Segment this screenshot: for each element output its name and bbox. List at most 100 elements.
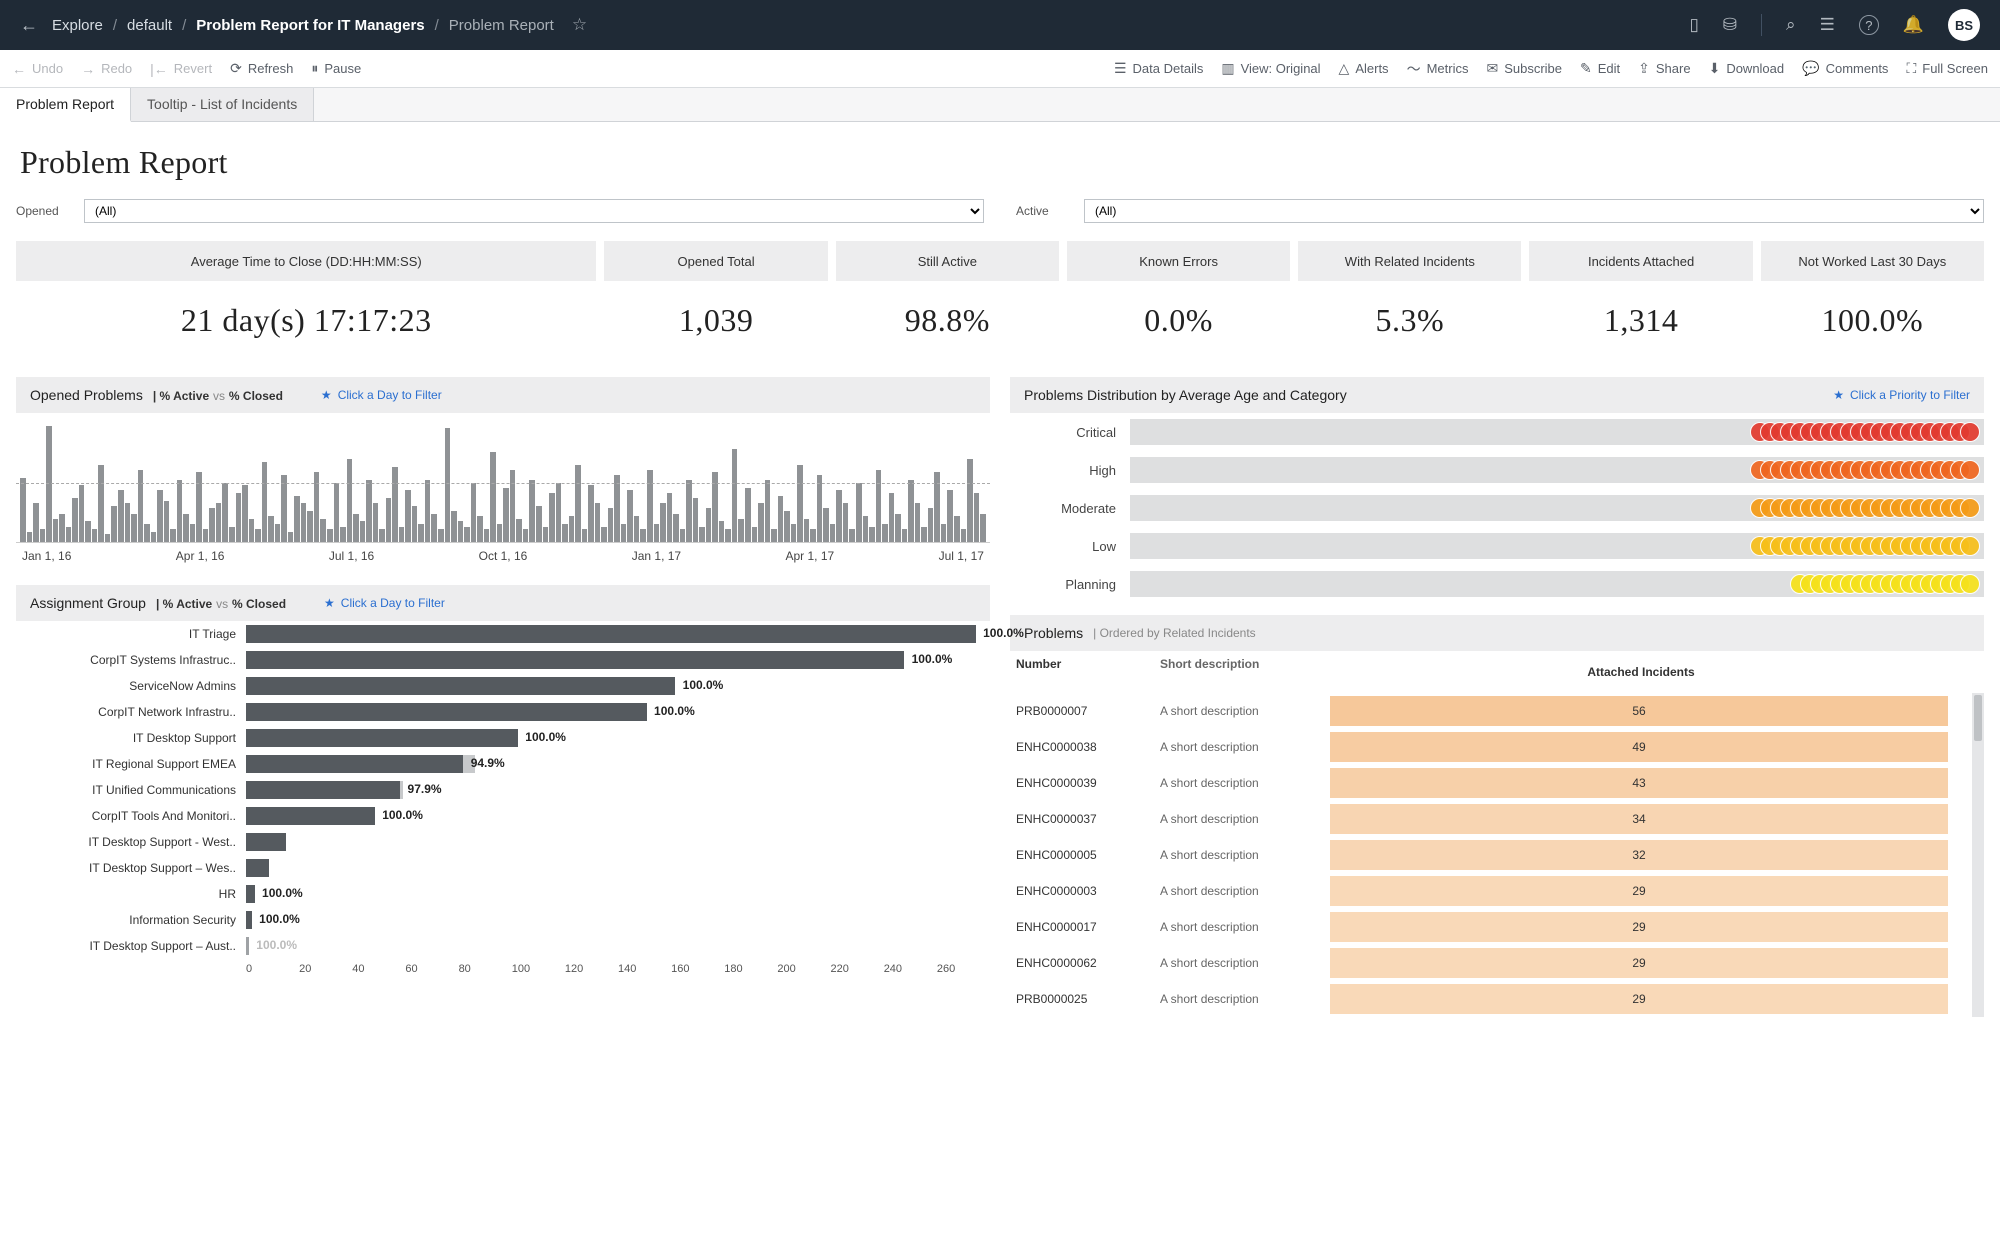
- timeline-bar[interactable]: [856, 483, 862, 542]
- timeline-bar[interactable]: [262, 462, 268, 542]
- timeline-bar[interactable]: [464, 527, 470, 542]
- timeline-bar[interactable]: [889, 493, 895, 542]
- col-attached-incidents[interactable]: Attached Incidents: [1330, 657, 1952, 687]
- assign-row[interactable]: IT Unified Communications 97.9%: [16, 777, 990, 803]
- timeline-bar[interactable]: [294, 496, 300, 542]
- toolbar-data-details[interactable]: ☰Data Details: [1114, 60, 1203, 77]
- kpi-card[interactable]: Opened Total1,039: [604, 241, 827, 359]
- timeline-bar[interactable]: [20, 478, 26, 543]
- timeline-bar[interactable]: [974, 493, 980, 542]
- timeline-bar[interactable]: [660, 503, 666, 542]
- dist-row-high[interactable]: High: [1010, 451, 1984, 489]
- timeline-bar[interactable]: [686, 480, 692, 542]
- timeline-bar[interactable]: [947, 490, 953, 542]
- timeline-bar[interactable]: [105, 534, 111, 542]
- toolbar-revert[interactable]: |←Revert: [150, 61, 212, 77]
- timeline-bar[interactable]: [157, 490, 163, 542]
- timeline-bar[interactable]: [386, 498, 392, 542]
- dist-row-planning[interactable]: Planning: [1010, 565, 1984, 603]
- timeline-bar[interactable]: [562, 524, 568, 542]
- toolbar-download[interactable]: ⬇Download: [1709, 60, 1785, 77]
- timeline-bar[interactable]: [771, 529, 777, 542]
- timeline-bar[interactable]: [59, 514, 65, 542]
- table-row[interactable]: ENHC0000038 A short description 49: [1010, 729, 1968, 765]
- timeline-bar[interactable]: [810, 529, 816, 542]
- assign-row[interactable]: CorpIT Systems Infrastruc.. 100.0%: [16, 647, 990, 673]
- toolbar-redo[interactable]: →Redo: [81, 61, 132, 77]
- timeline-bar[interactable]: [693, 498, 699, 542]
- timeline-bar[interactable]: [523, 529, 529, 542]
- timeline-bar[interactable]: [954, 516, 960, 542]
- help-icon[interactable]: ?: [1859, 15, 1879, 35]
- timeline-bar[interactable]: [680, 529, 686, 542]
- dist-row-low[interactable]: Low: [1010, 527, 1984, 565]
- distribution-chart[interactable]: CriticalHighModerateLowPlanning: [1010, 413, 1984, 603]
- assignment-group-hint[interactable]: ★Click a Day to Filter: [324, 596, 445, 610]
- timeline-bar[interactable]: [575, 465, 581, 542]
- timeline-bar[interactable]: [118, 490, 124, 542]
- timeline-bar[interactable]: [40, 529, 46, 542]
- timeline-bar[interactable]: [183, 514, 189, 542]
- timeline-bar[interactable]: [125, 503, 131, 542]
- timeline-bar[interactable]: [138, 470, 144, 542]
- timeline-bar[interactable]: [529, 480, 535, 542]
- assign-row[interactable]: IT Desktop Support 100.0%: [16, 725, 990, 751]
- timeline-bar[interactable]: [876, 470, 882, 542]
- timeline-bar[interactable]: [425, 480, 431, 542]
- kpi-card[interactable]: Not Worked Last 30 Days100.0%: [1761, 241, 1984, 359]
- timeline-bar[interactable]: [242, 485, 248, 542]
- kpi-card[interactable]: Average Time to Close (DD:HH:MM:SS)21 da…: [16, 241, 596, 359]
- toolbar-undo[interactable]: ←Undo: [12, 61, 63, 77]
- timeline-bar[interactable]: [307, 511, 313, 542]
- timeline-bar[interactable]: [667, 493, 673, 542]
- timeline-bar[interactable]: [921, 527, 927, 542]
- timeline-bar[interactable]: [249, 519, 255, 542]
- toolbar-metrics[interactable]: 〜Metrics: [1407, 59, 1469, 79]
- timeline-bar[interactable]: [281, 475, 287, 542]
- timeline-bar[interactable]: [510, 470, 516, 542]
- timeline-bar[interactable]: [621, 524, 627, 542]
- timeline-bar[interactable]: [379, 529, 385, 542]
- timeline-bar[interactable]: [654, 524, 660, 542]
- assignment-group-chart[interactable]: IT Triage 100.0% CorpIT Systems Infrastr…: [16, 621, 990, 959]
- timeline-bar[interactable]: [438, 529, 444, 542]
- timeline-bar[interactable]: [151, 532, 157, 542]
- assign-row[interactable]: IT Triage 100.0%: [16, 621, 990, 647]
- timeline-bar[interactable]: [595, 503, 601, 542]
- timeline-bar[interactable]: [556, 483, 562, 542]
- table-row[interactable]: ENHC0000037 A short description 34: [1010, 801, 1968, 837]
- timeline-bar[interactable]: [33, 503, 39, 542]
- timeline-bar[interactable]: [405, 490, 411, 542]
- timeline-bar[interactable]: [471, 483, 477, 542]
- timeline-bar[interactable]: [490, 452, 496, 542]
- timeline-bar[interactable]: [340, 527, 346, 542]
- timeline-bar[interactable]: [778, 496, 784, 542]
- filter-opened-select[interactable]: (All): [84, 199, 984, 223]
- timeline-bar[interactable]: [177, 480, 183, 542]
- timeline-bar[interactable]: [222, 483, 228, 542]
- dist-row-moderate[interactable]: Moderate: [1010, 489, 1984, 527]
- timeline-bar[interactable]: [216, 503, 222, 542]
- timeline-bar[interactable]: [203, 529, 209, 542]
- table-row[interactable]: PRB0000025 A short description 29: [1010, 981, 1968, 1017]
- timeline-bar[interactable]: [869, 527, 875, 542]
- table-row[interactable]: PRB0000007 A short description 56: [1010, 693, 1968, 729]
- crumb-default[interactable]: default: [127, 17, 172, 34]
- crumb-workbook[interactable]: Problem Report for IT Managers: [196, 17, 424, 34]
- timeline-bar[interactable]: [543, 527, 549, 542]
- timeline-bar[interactable]: [725, 529, 731, 542]
- timeline-bar[interactable]: [131, 514, 137, 542]
- timeline-bar[interactable]: [895, 514, 901, 542]
- favorite-star-icon[interactable]: ☆: [572, 15, 587, 35]
- timeline-bar[interactable]: [301, 503, 307, 542]
- crumb-explore[interactable]: Explore: [52, 17, 103, 34]
- col-number[interactable]: Number: [1010, 657, 1160, 687]
- timeline-bar[interactable]: [497, 524, 503, 542]
- timeline-bar[interactable]: [484, 529, 490, 542]
- timeline-bar[interactable]: [601, 527, 607, 542]
- timeline-bar[interactable]: [366, 480, 372, 542]
- timeline-bar[interactable]: [967, 459, 973, 542]
- toolbar-view-original[interactable]: ▥View: Original: [1221, 60, 1320, 77]
- timeline-bar[interactable]: [634, 516, 640, 542]
- col-short-description[interactable]: Short description: [1160, 657, 1330, 687]
